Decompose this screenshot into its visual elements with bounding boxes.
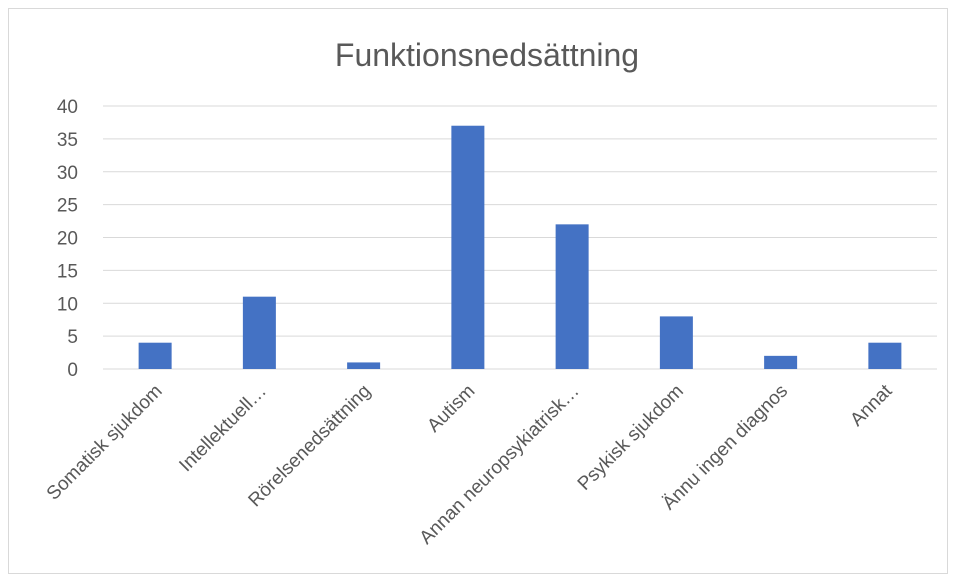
- x-category-label: Autism: [423, 381, 479, 437]
- bar-5: [659, 316, 693, 369]
- x-axis-labels: Somatisk sjukdom Intellektuell…Rörelsened…: [43, 380, 897, 548]
- x-category-label: Intellektuell…: [175, 381, 271, 477]
- y-tick-label: 20: [57, 229, 78, 250]
- bar-1: [242, 296, 276, 369]
- bar-7: [868, 342, 902, 369]
- y-tick-label: 35: [57, 130, 78, 151]
- y-tick-label: 15: [57, 261, 78, 282]
- bars: [138, 125, 902, 369]
- y-tick-label: 0: [67, 360, 78, 381]
- x-category-label: Annat: [846, 380, 896, 430]
- gridlines: [103, 105, 937, 370]
- bar-0: [138, 342, 172, 369]
- x-category-label: Somatisk sjukdom: [43, 381, 167, 505]
- bar-4: [555, 224, 589, 369]
- x-category-label: Psykisk sjukdom: [574, 381, 688, 495]
- bar-6: [764, 355, 798, 369]
- bar-3: [451, 125, 485, 369]
- y-tick-label: 10: [57, 294, 78, 315]
- chart-title: Funktionsnedsättning: [335, 37, 639, 73]
- y-axis-ticks: 0 5 10 15 20 25 30 35 40: [57, 97, 78, 381]
- bar-2: [347, 362, 381, 369]
- y-tick-label: 25: [57, 196, 78, 217]
- y-tick-label: 30: [57, 163, 78, 184]
- y-tick-label: 5: [67, 327, 78, 348]
- y-tick-label: 40: [57, 97, 78, 118]
